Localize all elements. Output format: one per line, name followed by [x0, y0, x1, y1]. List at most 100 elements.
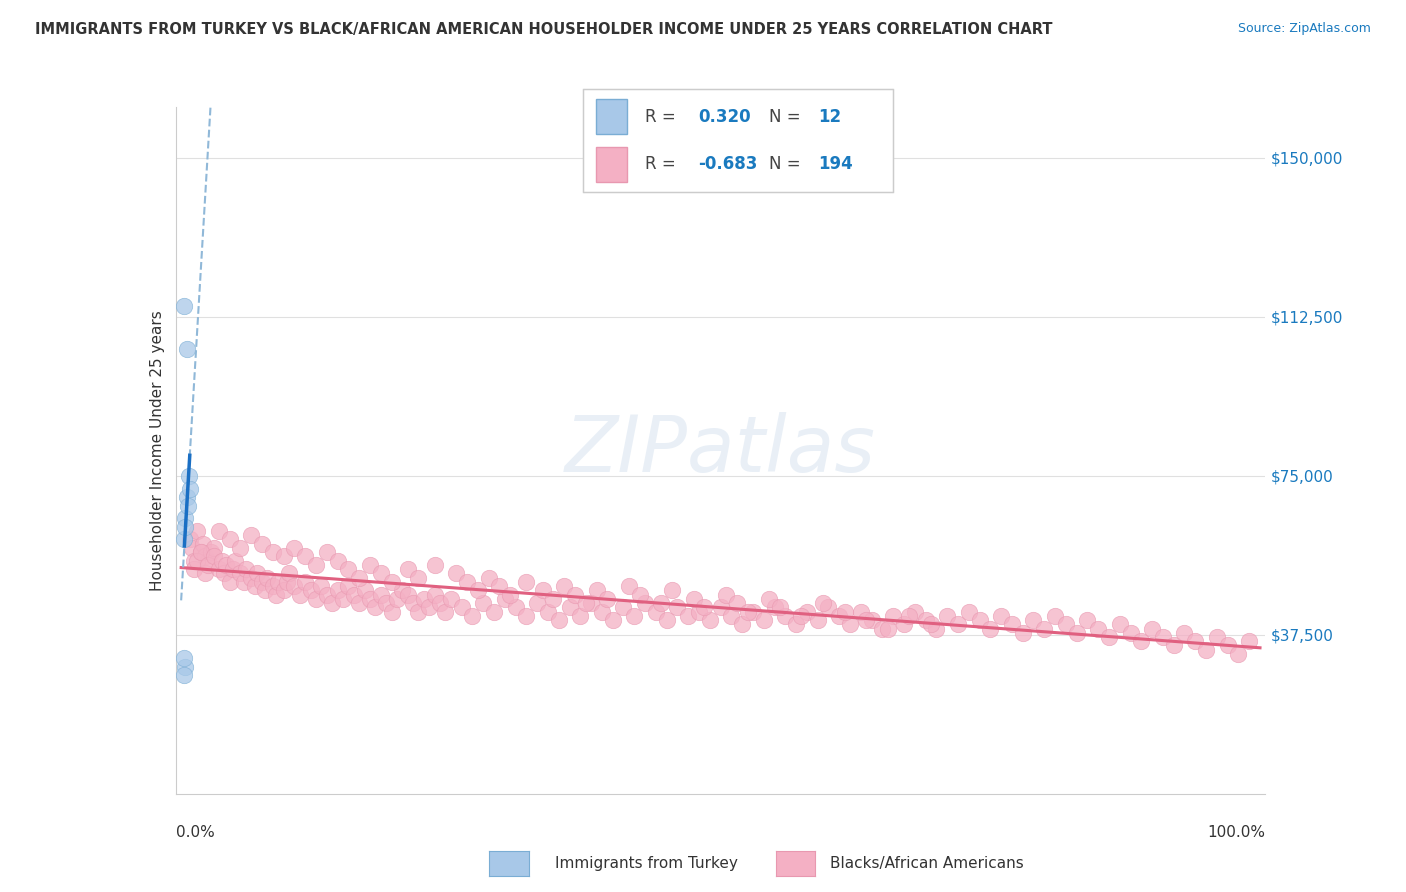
Point — [461, 608, 484, 623]
Point — [714, 588, 737, 602]
Point — [240, 528, 263, 542]
Point — [214, 566, 236, 581]
Point — [218, 574, 240, 589]
Point — [218, 533, 240, 547]
Point — [347, 596, 370, 610]
Text: R =: R = — [645, 155, 676, 173]
Point — [380, 605, 402, 619]
Point — [488, 579, 510, 593]
Point — [876, 622, 898, 636]
Point — [796, 605, 818, 619]
Point — [311, 579, 333, 593]
Point — [775, 608, 797, 623]
Point — [969, 613, 991, 627]
Point — [602, 613, 624, 627]
Point — [817, 600, 839, 615]
Point — [197, 554, 219, 568]
Point — [224, 554, 246, 568]
Point — [186, 524, 208, 538]
Point — [186, 554, 208, 568]
Point — [179, 482, 201, 496]
Point — [429, 596, 451, 610]
Point — [315, 545, 337, 559]
Point — [693, 600, 716, 615]
Point — [294, 574, 316, 589]
Point — [790, 608, 813, 623]
Point — [174, 511, 197, 525]
Point — [446, 566, 468, 581]
Point — [183, 562, 205, 576]
Point — [294, 549, 316, 564]
Point — [250, 574, 273, 589]
Point — [288, 588, 311, 602]
Point — [418, 600, 440, 615]
Point — [898, 608, 921, 623]
Point — [839, 617, 862, 632]
Point — [807, 613, 830, 627]
Point — [979, 622, 1001, 636]
Text: N =: N = — [769, 155, 800, 173]
Point — [423, 588, 446, 602]
Point — [200, 545, 222, 559]
Point — [688, 605, 710, 619]
Point — [243, 579, 266, 593]
Point — [914, 613, 936, 627]
Point — [634, 596, 657, 610]
Point — [1173, 625, 1195, 640]
Point — [612, 600, 634, 615]
Point — [197, 558, 219, 572]
Point — [860, 613, 883, 627]
Text: ZIPatlas: ZIPatlas — [565, 412, 876, 489]
Point — [1087, 622, 1109, 636]
FancyBboxPatch shape — [596, 146, 627, 181]
Point — [211, 554, 233, 568]
FancyBboxPatch shape — [596, 99, 627, 135]
Point — [585, 583, 607, 598]
Point — [811, 596, 834, 610]
Point — [1022, 613, 1045, 627]
Point — [353, 583, 375, 598]
Point — [763, 600, 786, 615]
Point — [359, 558, 381, 572]
Point — [699, 613, 721, 627]
Point — [1054, 617, 1077, 632]
Point — [456, 574, 478, 589]
Point — [262, 545, 284, 559]
Point — [737, 605, 759, 619]
Text: -0.683: -0.683 — [697, 155, 758, 173]
Point — [299, 583, 322, 598]
Point — [785, 617, 807, 632]
Point — [1098, 630, 1121, 644]
Point — [591, 605, 613, 619]
Point — [232, 574, 254, 589]
Point — [173, 299, 195, 313]
Point — [267, 574, 290, 589]
Point — [569, 608, 592, 623]
Point — [391, 583, 413, 598]
Text: 100.0%: 100.0% — [1208, 825, 1265, 839]
Point — [758, 591, 780, 606]
Point — [375, 596, 398, 610]
Point — [872, 622, 894, 636]
Point — [364, 600, 387, 615]
Point — [173, 651, 195, 665]
Point — [855, 613, 877, 627]
Point — [505, 600, 527, 615]
Point — [423, 558, 446, 572]
Point — [650, 596, 672, 610]
Point — [1205, 630, 1227, 644]
Point — [273, 583, 295, 598]
Point — [478, 571, 501, 585]
Point — [467, 583, 489, 598]
Point — [1140, 622, 1163, 636]
Point — [215, 558, 238, 572]
Point — [305, 558, 328, 572]
Point — [1163, 639, 1185, 653]
Point — [235, 562, 257, 576]
Point — [990, 608, 1012, 623]
Point — [177, 469, 200, 483]
Point — [482, 605, 505, 619]
Point — [229, 566, 252, 581]
Point — [208, 524, 231, 538]
Point — [537, 605, 560, 619]
